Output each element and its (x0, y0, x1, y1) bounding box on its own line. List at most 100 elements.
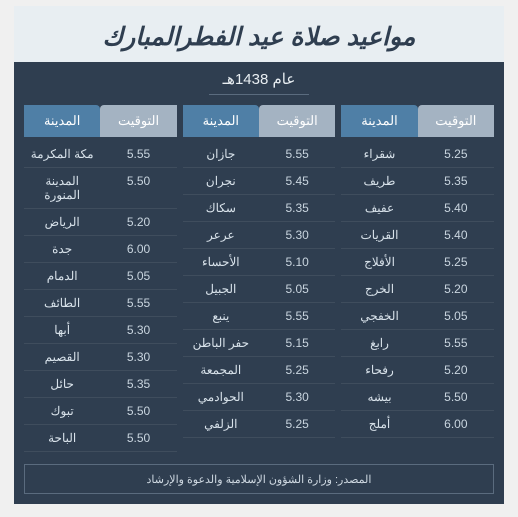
table-row: الأحساء5.10 (183, 249, 336, 276)
table-row: المدينة المنورة5.50 (24, 168, 177, 209)
column: المدينةالتوقيتمكة المكرمة5.55المدينة الم… (24, 105, 177, 452)
cell-time: 5.35 (259, 195, 335, 221)
cell-city: أبها (24, 317, 100, 343)
header-city: المدينة (341, 105, 417, 137)
subtitle: عام 1438هـ (209, 70, 310, 95)
footer: المصدر: وزارة الشؤون الإسلامية والدعوة و… (24, 464, 494, 494)
table-row: الدمام5.05 (24, 263, 177, 290)
table-row: الرياض5.20 (24, 209, 177, 236)
header-city: المدينة (183, 105, 259, 137)
table-row: الطائف5.55 (24, 290, 177, 317)
cell-time: 5.30 (259, 222, 335, 248)
table-row: أملج6.00 (341, 411, 494, 438)
cell-city: حائل (24, 371, 100, 397)
cell-city: شقراء (341, 141, 417, 167)
cell-city: مكة المكرمة (24, 141, 100, 167)
table-row: مكة المكرمة5.55 (24, 141, 177, 168)
header-city: المدينة (24, 105, 100, 137)
table-row: جازان5.55 (183, 141, 336, 168)
page-title: مواعيد صلاة عيد الفطرالمبارك (34, 22, 484, 52)
cell-city: أملج (341, 411, 417, 437)
subtitle-wrap: عام 1438هـ (14, 62, 504, 105)
cell-time: 5.25 (418, 141, 494, 167)
cell-time: 5.30 (259, 384, 335, 410)
column-header: المدينةالتوقيت (24, 105, 177, 137)
table-row: بيشه5.50 (341, 384, 494, 411)
cell-city: الأفلاج (341, 249, 417, 275)
table-row: شقراء5.25 (341, 141, 494, 168)
cell-time: 6.00 (418, 411, 494, 437)
cell-time: 5.55 (418, 330, 494, 356)
cell-city: تبوك (24, 398, 100, 424)
table-row: رفحاء5.20 (341, 357, 494, 384)
cell-time: 5.50 (418, 384, 494, 410)
table-row: ينبع5.55 (183, 303, 336, 330)
cell-time: 5.55 (259, 141, 335, 167)
cell-city: الخرج (341, 276, 417, 302)
cell-city: القريات (341, 222, 417, 248)
cell-time: 5.25 (259, 411, 335, 437)
table-row: سكاك5.35 (183, 195, 336, 222)
column: المدينةالتوقيتجازان5.55نجران5.45سكاك5.35… (183, 105, 336, 452)
table-row: الخرج5.20 (341, 276, 494, 303)
cell-time: 5.55 (100, 141, 176, 167)
table-row: حفر الباطن5.15 (183, 330, 336, 357)
table-row: جدة6.00 (24, 236, 177, 263)
table-row: عفيف5.40 (341, 195, 494, 222)
cell-time: 6.00 (100, 236, 176, 262)
table-row: الخفجي5.05 (341, 303, 494, 330)
cell-time: 5.35 (100, 371, 176, 397)
cell-city: الرياض (24, 209, 100, 235)
table-row: القصيم5.30 (24, 344, 177, 371)
table-row: رابغ5.55 (341, 330, 494, 357)
cell-time: 5.30 (100, 344, 176, 370)
cell-city: المجمعة (183, 357, 259, 383)
table-row: حائل5.35 (24, 371, 177, 398)
cell-city: الخفجي (341, 303, 417, 329)
table-row: طريف5.35 (341, 168, 494, 195)
cell-city: رابغ (341, 330, 417, 356)
cell-time: 5.20 (418, 357, 494, 383)
cell-time: 5.30 (100, 317, 176, 343)
cell-city: جازان (183, 141, 259, 167)
cell-city: القصيم (24, 344, 100, 370)
cell-time: 5.25 (418, 249, 494, 275)
cell-time: 5.50 (100, 425, 176, 451)
cell-time: 5.35 (418, 168, 494, 194)
cell-time: 5.05 (418, 303, 494, 329)
cell-time: 5.20 (418, 276, 494, 302)
header-time: التوقيت (418, 105, 494, 137)
table-row: الجبيل5.05 (183, 276, 336, 303)
cell-time: 5.50 (100, 168, 176, 208)
cell-city: طريف (341, 168, 417, 194)
cell-city: رفحاء (341, 357, 417, 383)
table-row: الحوادمي5.30 (183, 384, 336, 411)
cell-time: 5.20 (100, 209, 176, 235)
cell-time: 5.05 (100, 263, 176, 289)
table-row: تبوك5.50 (24, 398, 177, 425)
header-time: التوقيت (100, 105, 176, 137)
cell-city: الزلفي (183, 411, 259, 437)
cell-city: بيشه (341, 384, 417, 410)
cell-city: الجبيل (183, 276, 259, 302)
header-time: التوقيت (259, 105, 335, 137)
columns-container: المدينةالتوقيتمكة المكرمة5.55المدينة الم… (14, 105, 504, 452)
cell-city: عرعر (183, 222, 259, 248)
cell-city: سكاك (183, 195, 259, 221)
cell-city: الدمام (24, 263, 100, 289)
table-row: نجران5.45 (183, 168, 336, 195)
footer-text: المصدر: وزارة الشؤون الإسلامية والدعوة و… (147, 474, 372, 486)
table-row: أبها5.30 (24, 317, 177, 344)
cell-city: جدة (24, 236, 100, 262)
column: المدينةالتوقيتشقراء5.25طريف5.35عفيف5.40ا… (341, 105, 494, 452)
column-header: المدينةالتوقيت (183, 105, 336, 137)
cell-time: 5.55 (100, 290, 176, 316)
cell-time: 5.05 (259, 276, 335, 302)
cell-city: الباحة (24, 425, 100, 451)
cell-city: الأحساء (183, 249, 259, 275)
cell-city: ينبع (183, 303, 259, 329)
cell-time: 5.50 (100, 398, 176, 424)
cell-city: المدينة المنورة (24, 168, 100, 208)
cell-city: عفيف (341, 195, 417, 221)
prayer-times-card: مواعيد صلاة عيد الفطرالمبارك عام 1438هـ … (14, 6, 504, 504)
